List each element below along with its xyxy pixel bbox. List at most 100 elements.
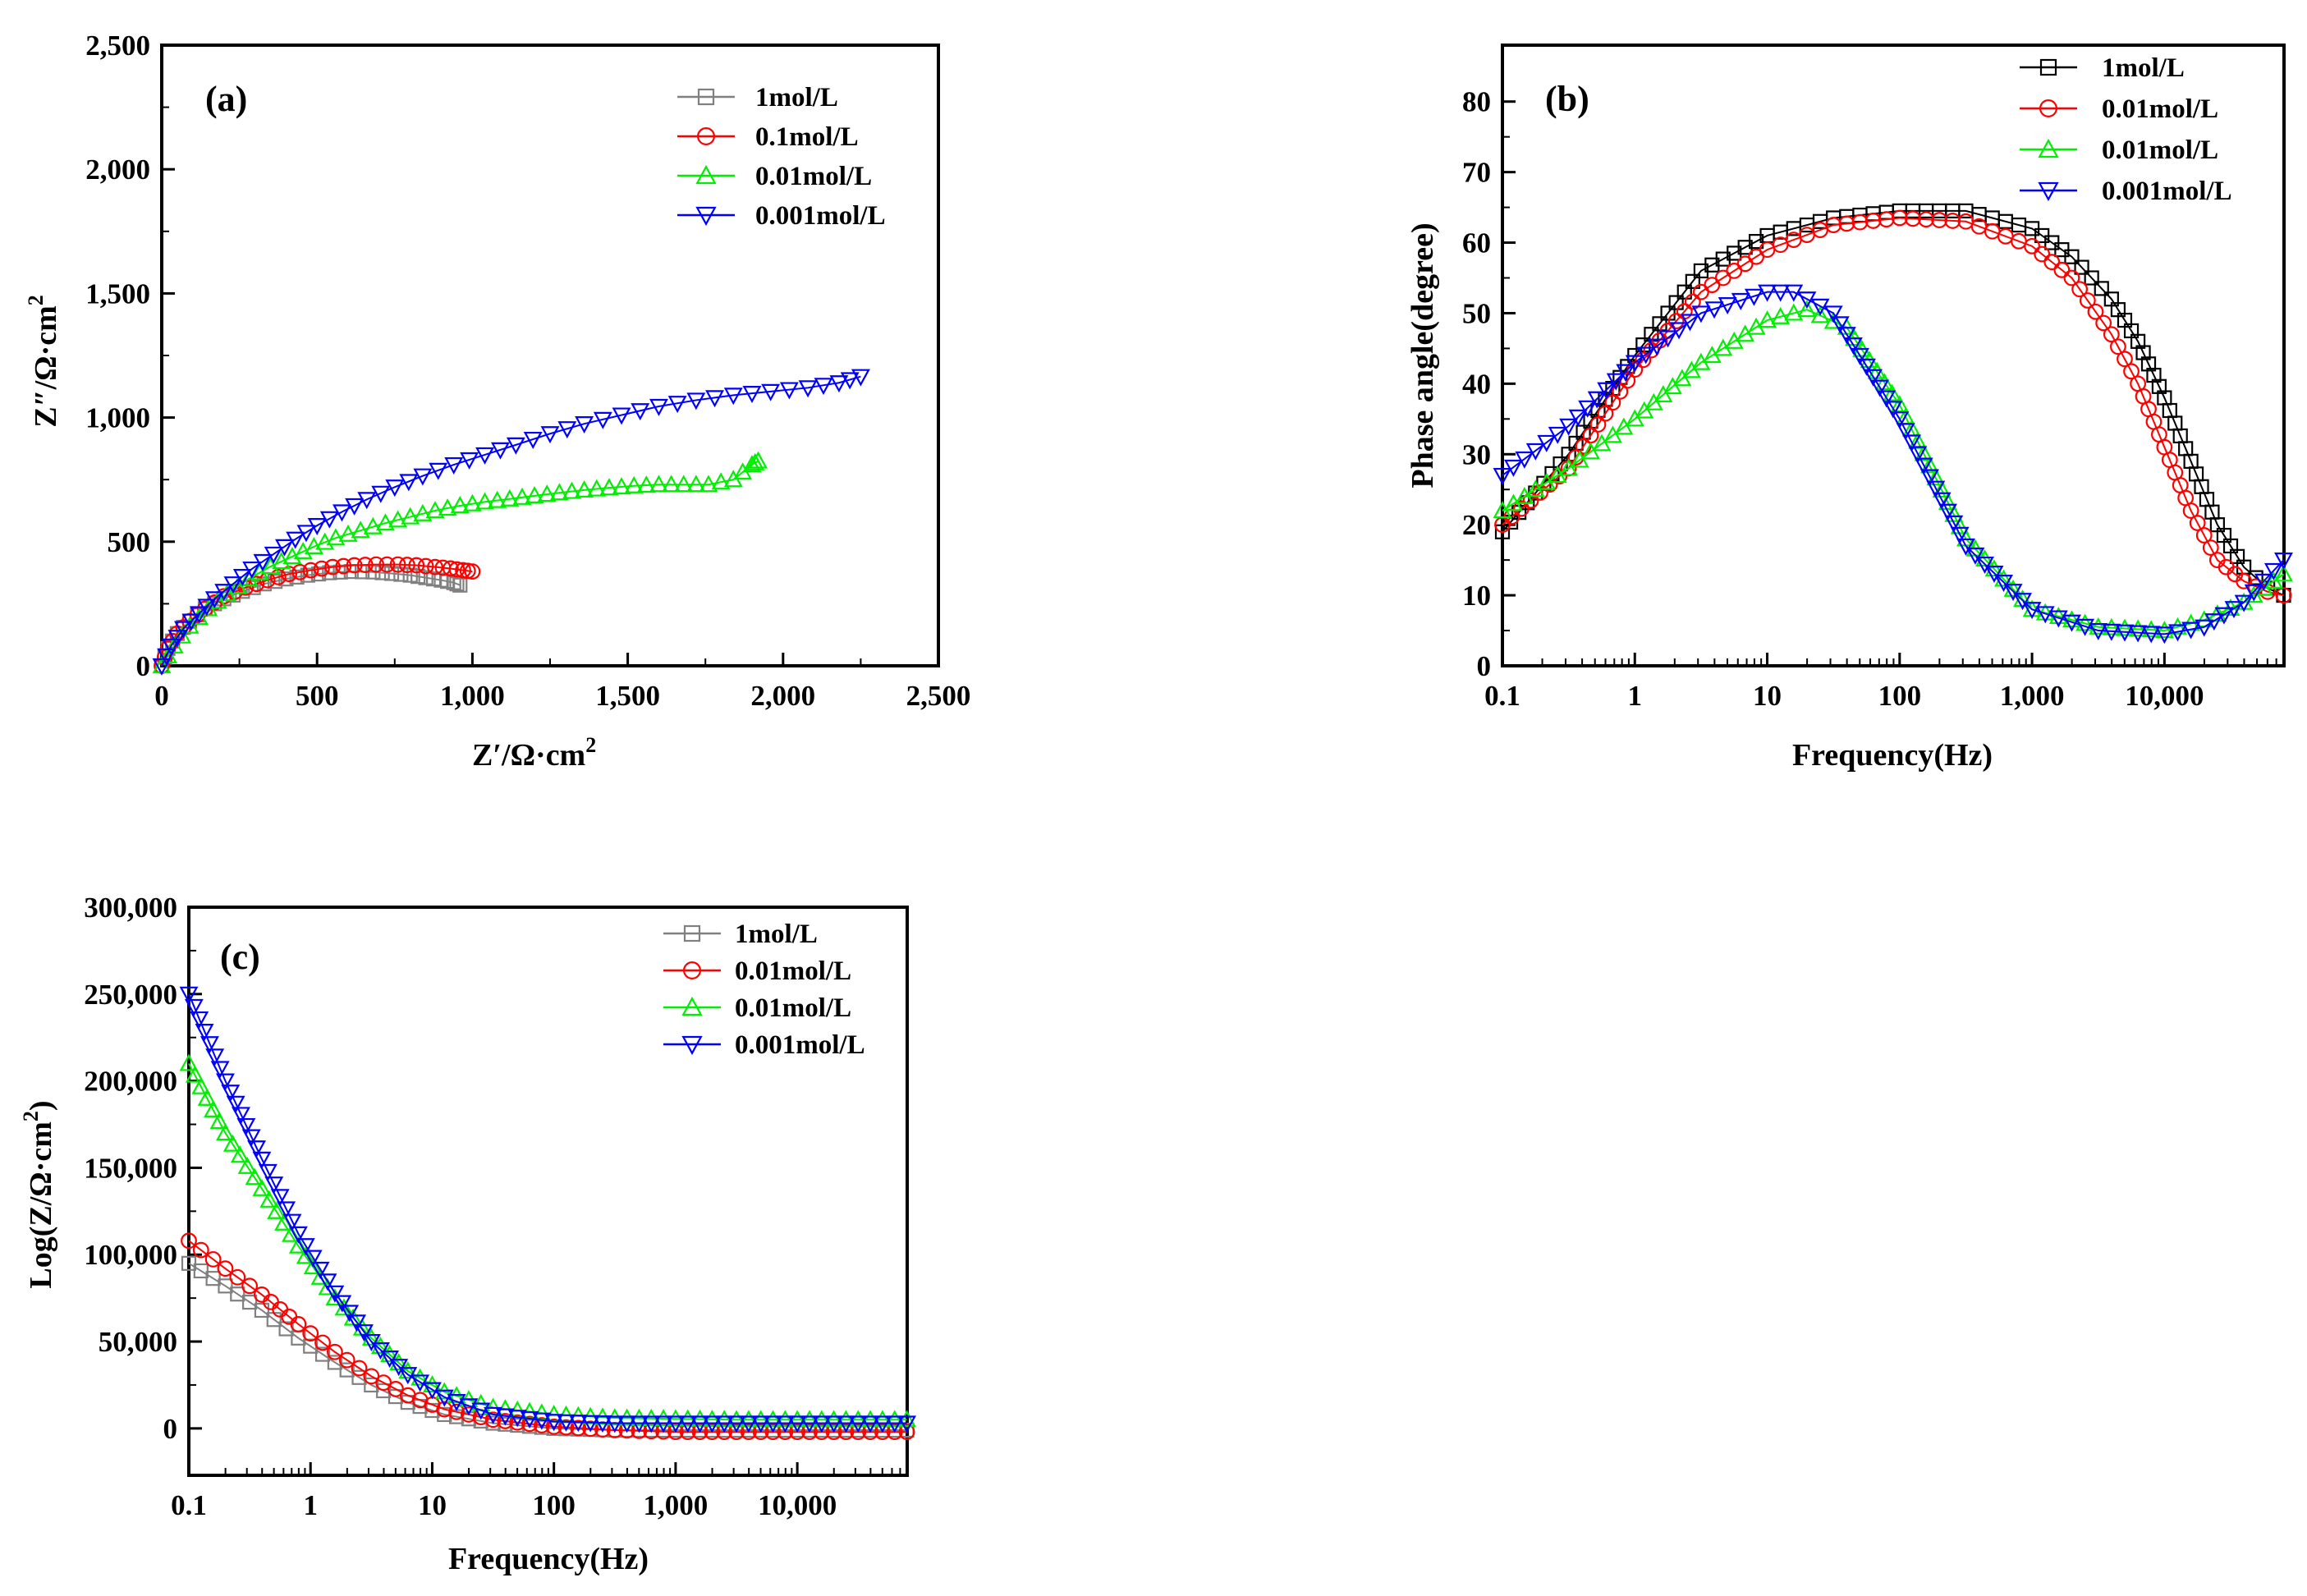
data-point	[2140, 356, 2157, 372]
data-point	[860, 1410, 880, 1428]
data-point	[1905, 210, 1921, 227]
data-point	[704, 1424, 721, 1440]
data-point	[549, 483, 569, 501]
data-point	[739, 1410, 759, 1428]
data-point	[2244, 584, 2263, 602]
data-point	[860, 1415, 880, 1433]
data-point	[288, 1236, 308, 1254]
data-point	[2135, 345, 2151, 360]
data-point	[1625, 355, 1644, 373]
data-point	[204, 1099, 223, 1117]
data-point	[1589, 416, 1607, 433]
data-point	[2115, 624, 2135, 642]
series-line	[1502, 309, 2285, 632]
panel-b: 0.1 1 10 100 1,000 10,000 0 10 20 30 40 50 60 70 80 (…	[1406, 44, 2293, 773]
x-tick-label: 1,000	[2000, 680, 2065, 712]
data-point	[1920, 469, 1939, 487]
panel-a-legend: 1mol/L 0.1mol/L 0.01mol/L 0.001mol/L	[677, 83, 886, 231]
data-point	[452, 577, 468, 593]
y-tick-label: 1,000	[85, 402, 150, 434]
data-point	[2048, 610, 2068, 628]
data-point	[152, 658, 172, 676]
data-point	[1604, 394, 1621, 411]
series-001moll-2	[1493, 300, 2293, 639]
legend-label: 0.01mol/L	[735, 956, 851, 986]
data-point	[1684, 293, 1701, 310]
data-point	[512, 487, 532, 505]
data-point	[1994, 575, 2013, 593]
data-point	[1975, 556, 1994, 574]
data-point	[533, 1417, 550, 1433]
data-point	[662, 475, 681, 493]
y-tick-label: 300,000	[84, 892, 177, 924]
x-tick-label: 100	[1878, 680, 1922, 712]
data-point	[1851, 213, 1869, 231]
panel-c-plot-frame	[187, 906, 909, 1477]
data-point	[1950, 526, 1970, 544]
data-point	[2214, 607, 2234, 625]
series-line	[161, 571, 461, 667]
data-point	[471, 1402, 491, 1420]
data-point	[557, 421, 577, 439]
data-point	[716, 1424, 733, 1440]
data-point	[1932, 480, 1952, 498]
panel-c-series	[179, 986, 916, 1440]
data-point	[1830, 316, 1850, 334]
data-point	[813, 1424, 830, 1440]
data-point	[2254, 573, 2273, 591]
data-point	[2182, 502, 2199, 519]
data-point	[1810, 305, 1830, 323]
data-point	[2064, 249, 2080, 264]
x-tick-label: 10,000	[2125, 680, 2204, 712]
data-point	[1581, 442, 1600, 460]
data-point	[491, 442, 510, 460]
legend-marker	[682, 961, 701, 979]
y-tick-label: 2,000	[85, 154, 150, 186]
data-point	[1493, 467, 1512, 485]
data-point	[413, 468, 433, 486]
series-001moll-1	[1494, 209, 2292, 603]
data-point	[2102, 623, 2121, 641]
data-point	[582, 1420, 599, 1438]
data-point	[654, 1415, 673, 1433]
data-point	[2084, 270, 2099, 286]
data-point	[798, 380, 818, 398]
data-point	[649, 398, 668, 416]
data-point	[1956, 538, 1975, 556]
data-point	[1681, 314, 1699, 332]
data-point	[690, 1409, 710, 1427]
data-point	[898, 1424, 915, 1440]
data-point	[448, 1403, 466, 1420]
data-point	[197, 1088, 217, 1106]
legend-marker	[2038, 181, 2059, 202]
data-point	[2062, 614, 2081, 632]
data-point	[462, 493, 482, 511]
data-point	[593, 1415, 612, 1433]
data-point	[593, 411, 612, 429]
data-point	[461, 1406, 477, 1423]
legend-label: 0.01mol/L	[2102, 94, 2218, 124]
data-point	[787, 1415, 807, 1433]
data-point	[1731, 292, 1750, 310]
data-point	[2103, 326, 2120, 343]
data-point	[1914, 443, 1933, 461]
y-tick-label: 50,000	[99, 1326, 177, 1358]
data-point	[296, 1238, 315, 1256]
data-point	[507, 1410, 527, 1428]
data-point	[345, 498, 365, 516]
data-point	[371, 485, 391, 503]
data-point	[742, 386, 762, 404]
data-point	[1823, 305, 1843, 323]
data-point	[506, 437, 525, 455]
data-point	[333, 504, 351, 522]
data-point	[270, 568, 287, 585]
data-point	[2035, 606, 2055, 624]
data-point	[537, 484, 557, 502]
data-point	[1597, 382, 1617, 400]
data-point	[1944, 515, 1964, 533]
data-point	[2128, 625, 2148, 643]
data-point	[557, 1419, 575, 1436]
data-point	[357, 492, 377, 510]
panel-c-x-axis-label: Frequency(Hz)	[448, 1542, 649, 1576]
data-point	[1914, 457, 1933, 475]
